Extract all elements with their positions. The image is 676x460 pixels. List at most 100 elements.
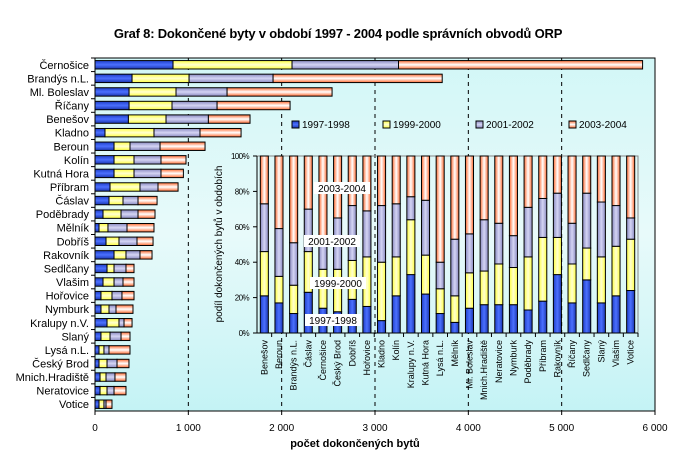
bar-2001-2002 — [291, 60, 400, 70]
bar-2003-2004 — [160, 168, 184, 179]
inner-bar-1999-2000 — [420, 254, 431, 295]
bar-2003-2004 — [123, 318, 133, 328]
category-label: Kralupy n.V. — [30, 318, 89, 330]
inner-bar-1997-1998 — [464, 307, 475, 334]
inner-category-label: Votice — [626, 340, 636, 365]
inner-bar-2001-2002 — [450, 238, 460, 297]
bar-2003-2004 — [137, 195, 158, 206]
legend-swatch-2003-2004 — [568, 120, 577, 129]
category-label: Lysá n.L. — [45, 345, 89, 357]
inner-category-label: Brandýs n.L. — [289, 340, 299, 391]
inner-bar-1997-1998 — [538, 300, 548, 334]
inner-bar-1999-2000 — [523, 256, 533, 311]
inner-bar-1997-1998 — [626, 290, 636, 334]
inner-bar-2001-2002 — [479, 219, 489, 272]
category-label: Český Brod — [32, 357, 89, 370]
bar-1997-1998 — [94, 87, 130, 97]
bar-1997-1998 — [94, 358, 100, 369]
inner-bar-2003-2004 — [508, 155, 518, 237]
inner-bar-2001-2002 — [289, 242, 299, 286]
bar-1999-2000 — [128, 87, 177, 97]
category-label: Votice — [59, 399, 89, 411]
bar-1997-1998 — [94, 141, 115, 151]
inner-bar-1997-1998 — [596, 302, 606, 334]
bar-2003-2004 — [159, 141, 206, 151]
inner-bar-2001-2002 — [259, 203, 269, 253]
bar-2001-2002 — [139, 182, 159, 192]
inner-bar-1999-2000 — [464, 272, 475, 309]
inner-y-tick-label: 40% — [235, 258, 250, 267]
inner-bar-1999-2000 — [626, 238, 636, 292]
bar-1999-2000 — [106, 318, 120, 328]
category-label: Brandýs n.L. — [27, 73, 89, 85]
inner-category-label: Mělník — [450, 340, 460, 367]
inner-chart: 0% 20% 40% 60% 80% 100% podíl dokončených bytů… — [213, 152, 639, 400]
bar-2003-2004 — [121, 290, 135, 301]
category-label: Poděbrady — [36, 209, 90, 221]
inner-category-label: Kralupy n.V. — [406, 340, 416, 388]
inner-bar-1997-1998 — [259, 295, 269, 334]
category-label: Kladno — [55, 128, 89, 140]
category-label: Hořovice — [46, 291, 89, 303]
inner-bar-1999-2000 — [494, 263, 504, 306]
inner-bar-1999-2000 — [259, 251, 269, 297]
bar-1999-2000 — [113, 141, 131, 151]
inner-category-label: Sedlčany — [582, 340, 592, 378]
bar-2001-2002 — [113, 263, 127, 274]
inner-category-label: Nymburk — [508, 340, 518, 377]
bar-2001-2002 — [113, 277, 124, 287]
bar-1997-1998 — [94, 331, 102, 342]
bar-1997-1998 — [94, 385, 101, 396]
inner-bar-2003-2004 — [420, 155, 431, 201]
bar-2001-2002 — [122, 195, 139, 206]
annotation-bg — [304, 235, 360, 247]
inner-bar-2001-2002 — [611, 205, 621, 247]
inner-bar-2001-2002 — [508, 235, 518, 269]
bar-1997-1998 — [94, 263, 108, 274]
inner-bar-2003-2004 — [552, 155, 562, 194]
inner-y-tick-label: 100% — [231, 152, 250, 161]
inner-category-label: Lysá n.L. — [435, 340, 445, 376]
inner-bar-2001-2002 — [377, 205, 387, 263]
inner-bar-1997-1998 — [523, 309, 533, 334]
inner-bar-2003-2004 — [377, 155, 387, 207]
category-label: Rakovník — [43, 250, 89, 262]
inner-bar-2001-2002 — [552, 192, 562, 238]
inner-bar-2003-2004 — [626, 155, 636, 219]
bar-1999-2000 — [102, 277, 115, 287]
annotation-bg — [310, 277, 366, 289]
bar-1999-2000 — [98, 223, 109, 233]
bar-2003-2004 — [137, 209, 156, 219]
bar-2003-2004 — [122, 277, 135, 287]
inner-bar-2003-2004 — [523, 155, 533, 208]
annotation-label: 2001-2002 — [308, 237, 356, 248]
inner-bar-2001-2002 — [435, 261, 445, 290]
bar-1999-2000 — [127, 114, 167, 124]
inner-bar-2003-2004 — [567, 155, 577, 224]
inner-bar-2003-2004 — [596, 155, 606, 203]
bar-1997-1998 — [94, 100, 130, 111]
annotation-label: 1999-2000 — [314, 279, 362, 290]
bar-1999-2000 — [99, 385, 108, 396]
legend-swatch-1997-1998 — [291, 120, 300, 129]
bar-1999-2000 — [100, 331, 111, 342]
bar-1997-1998 — [94, 290, 102, 301]
inner-bar-1999-2000 — [406, 219, 416, 276]
inner-bar-2001-2002 — [464, 233, 475, 274]
inner-bar-1997-1998 — [450, 321, 460, 334]
bar-2003-2004 — [199, 127, 242, 138]
inner-bar-1999-2000 — [479, 270, 489, 306]
inner-y-tick-label: 20% — [235, 294, 250, 303]
inner-bar-1999-2000 — [552, 236, 562, 276]
bar-1999-2000 — [172, 60, 293, 70]
legend-label: 1999-2000 — [393, 120, 441, 131]
category-label: Neratovice — [36, 386, 89, 398]
bar-1999-2000 — [98, 399, 105, 409]
inner-bar-1997-1998 — [289, 313, 299, 334]
bar-2001-2002 — [118, 236, 138, 246]
inner-category-label: Dobříš — [347, 340, 357, 367]
bar-1999-2000 — [100, 304, 110, 314]
bar-1997-1998 — [94, 60, 174, 70]
inner-category-label: Český Brod — [333, 340, 343, 387]
bar-2003-2004 — [136, 236, 154, 246]
